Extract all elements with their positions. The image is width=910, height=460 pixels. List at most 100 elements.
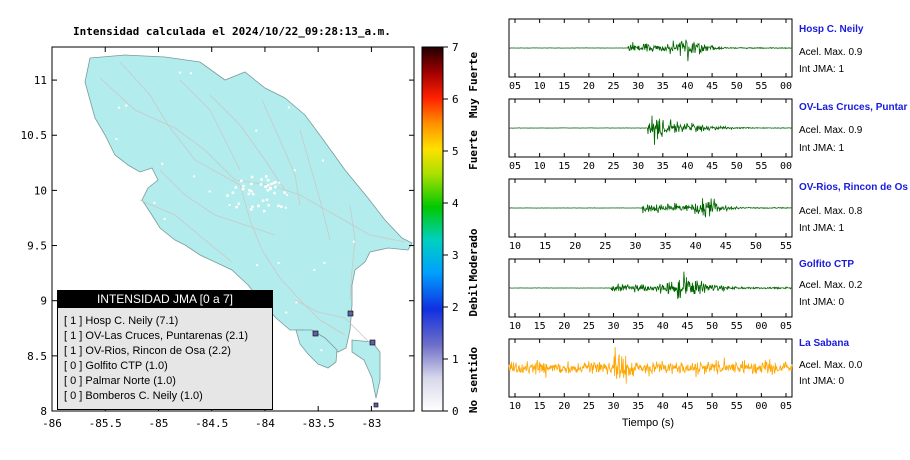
seismogram-tick-label: 10 [534,81,546,92]
seismogram-tick-label: 15 [539,241,551,252]
road-network [99,61,406,346]
map-x-tick-label: -85.5 [89,417,122,430]
colorbar-ticks: 7 6 5 4 3 2 1 0 [443,41,459,418]
legend-level: [ 0 ] [64,360,86,372]
seismogram-tick-label: 55 [780,241,792,252]
town-dot [284,206,287,209]
land-burica [351,339,381,399]
road [209,94,286,191]
town-dot [250,182,253,186]
town-dot [235,205,238,209]
town-dot [226,194,229,197]
map-y-tick-label: 9.5 [27,240,47,253]
town-dot [183,261,186,264]
seismogram-tick-label: 45 [720,241,732,252]
legend-station-name: OV-Rios, Rincon de Osa (2.2) [85,345,231,357]
town-dot [255,264,258,267]
map-y-tick-label: 8 [40,405,47,418]
seismogram-tick-label: 45 [681,401,693,412]
town-dot [247,189,251,192]
map-x-tick-label: -84.5 [195,417,228,430]
map-y-tick-label: 9 [40,295,47,308]
town-dot [286,193,289,196]
seismogram-tick-label: 15 [534,401,546,412]
colorbar-tick-label: 5 [452,145,459,158]
station-marker [347,310,354,317]
seismogram-tick-label: 20 [583,81,595,92]
town-dot [274,181,277,184]
road [239,184,346,336]
seismogram-tick-label: 45 [706,81,718,92]
seismogram-tick-label: 25 [608,81,620,92]
town-dot [125,104,128,107]
seismogram-trace [508,115,793,145]
legend-title: INTENSIDAD JMA [0 a 7] [57,290,273,308]
town-dot [179,71,182,74]
road [119,61,241,186]
map-x-tick-label: -84 [255,417,275,430]
seismogram-tick-label: 10 [509,241,521,252]
seismogram-panel: 10 15 20 25 30 35 40 45 50 55 [508,178,793,252]
town-dot [278,181,281,184]
seismogram-tick-label: 35 [657,81,669,92]
town-dot [323,261,326,264]
legend-station-name: Golfito CTP (1.0) [85,360,168,372]
town-dot [92,160,95,163]
station-accel: Acel. Max. 0.0 [799,360,863,371]
seismogram-tick-label: 50 [750,241,762,252]
map-x-tick-label: -83 [361,417,381,430]
town-dot [277,261,280,264]
colorbar-category-label: No sentido [467,347,480,414]
town-dot [272,181,276,185]
map-y-tick-label: 10 [34,184,47,197]
town-dot [94,249,97,252]
station-jma: Int JMA: 0 [799,376,845,387]
town-dot [124,222,127,225]
town-dot [371,266,374,269]
map-y-tick-label: 8.5 [27,350,47,363]
colorbar-category-label: Debil [467,283,480,316]
colorbar-tick-label: 4 [452,197,459,210]
station-jma: Int JMA: 1 [799,223,845,234]
town-dot [260,178,263,181]
seismogram-trace [508,271,793,300]
station-jma: Int JMA: 1 [799,64,845,75]
station-markers [312,310,379,408]
seismogram-tick-label: 40 [681,161,693,172]
seismogram-tick-label: 25 [608,161,620,172]
seismogram-tick-label: 30 [608,321,620,332]
town-dot [295,301,298,304]
town-dot [250,208,253,211]
seismogram-tick-label: 05 [780,401,792,412]
seismogram-tick-label: 00 [755,321,767,332]
town-dot [161,162,164,165]
road [139,199,233,263]
seismogram-tick-label: 25 [583,401,595,412]
station-jma: Int JMA: 0 [799,297,845,308]
road [159,169,276,236]
town-dot [240,179,243,183]
town-dot [280,327,283,330]
town-dot [115,138,118,141]
legend-level: [ 1 ] [64,315,86,327]
map-x-tick-label: -86 [42,417,62,430]
legend-row: [ 0 ] Golfito CTP (1.0) [64,359,168,373]
seismogram-tick-label: 55 [755,81,767,92]
town-dot [208,190,211,193]
road [299,129,331,241]
seismogram-tick-label: 30 [632,161,644,172]
legend-row: [ 1 ] OV-Las Cruces, Puntarenas (2.1) [64,329,248,343]
seismogram-tick-label: 35 [632,401,644,412]
seismogram-tick-label: 55 [731,321,743,332]
station-marker [312,330,319,337]
town-dot [234,186,237,189]
colorbar-category-label: Fuerte [467,130,480,170]
town-dot [237,202,241,206]
town-dot [247,192,251,196]
towns [92,71,381,352]
map-title: Intensidad calculada el 2024/10/22_09:28… [73,25,391,38]
town-dot [250,175,254,179]
seismogram-tick-label: 05 [509,161,521,172]
map-y-axis: 8 8.5 9 9.5 10 10.5 11 [21,74,414,418]
